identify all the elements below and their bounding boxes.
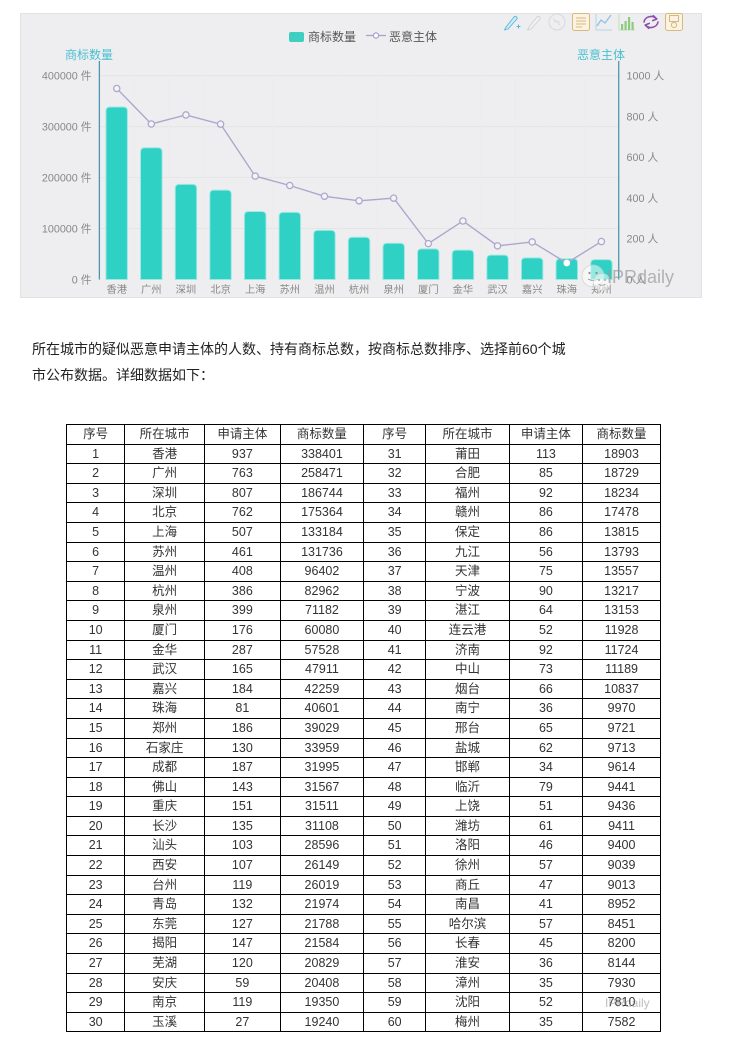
svg-text:300000 件: 300000 件 — [42, 122, 92, 134]
svg-text:武汉: 武汉 — [487, 283, 508, 296]
svg-text:泉州: 泉州 — [383, 283, 404, 296]
svg-text:100000 件: 100000 件 — [42, 223, 92, 235]
svg-text:上海: 上海 — [245, 283, 266, 296]
svg-text:800 人: 800 人 — [627, 111, 659, 123]
svg-text:厦门: 厦门 — [418, 283, 439, 296]
svg-text:0 件: 0 件 — [72, 274, 92, 286]
svg-text:400 人: 400 人 — [627, 193, 659, 205]
svg-text:200 人: 200 人 — [627, 234, 659, 246]
svg-text:珠海: 珠海 — [557, 283, 578, 296]
svg-text:深圳: 深圳 — [176, 284, 197, 296]
svg-text:嘉兴: 嘉兴 — [522, 283, 543, 296]
svg-text:600 人: 600 人 — [627, 152, 659, 164]
svg-text:1000 人: 1000 人 — [627, 71, 665, 83]
svg-text:香港: 香港 — [106, 284, 127, 296]
svg-text:金华: 金华 — [453, 283, 474, 296]
svg-text:广州: 广州 — [141, 284, 162, 296]
svg-text:杭州: 杭州 — [349, 283, 370, 296]
svg-text:400000 件: 400000 件 — [42, 71, 92, 83]
svg-text:温州: 温州 — [314, 284, 335, 296]
svg-text:200000 件: 200000 件 — [42, 172, 92, 184]
svg-text:苏州: 苏州 — [280, 283, 301, 296]
svg-text:北京: 北京 — [210, 283, 231, 296]
svg-text:IPRdaily: IPRdaily — [607, 267, 674, 287]
